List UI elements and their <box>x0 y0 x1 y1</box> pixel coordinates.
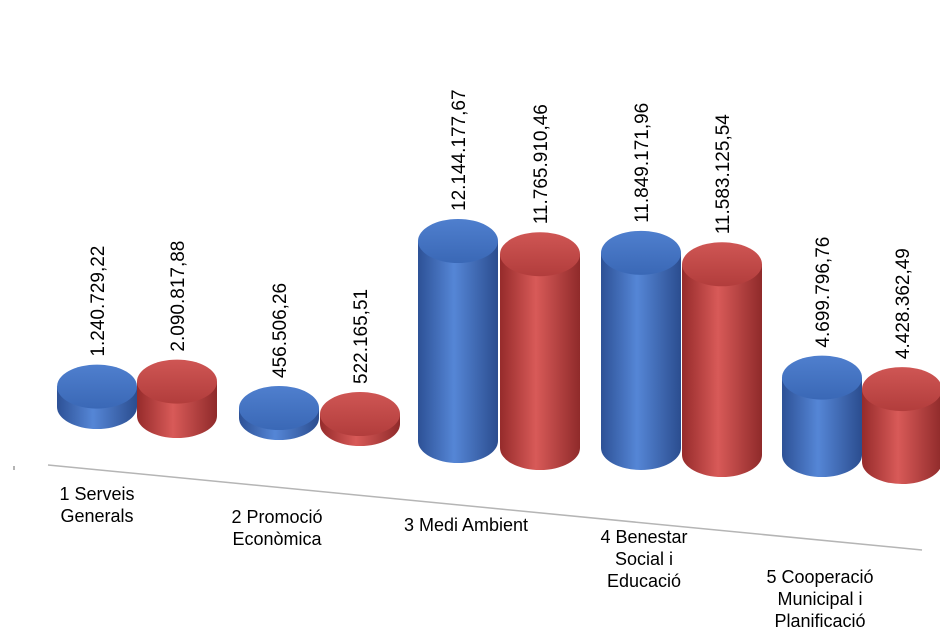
chart: 1.240.729,22 456.506,26 12.144.177,67 11.84… <box>13 89 940 551</box>
bar-s1-3-value-label: 12.144.177,67 <box>449 89 470 211</box>
bar-s2-1-value-label: 2.090.817,88 <box>168 241 189 352</box>
bar-s2-2-value-label: 522.165,51 <box>351 289 372 384</box>
bar-s1-5-body <box>782 377 862 477</box>
bar-s2-4: 11.583.125,54 <box>682 114 762 477</box>
bar-s2-3-top <box>500 232 580 277</box>
bar-s1-1-top <box>57 364 137 409</box>
bar-s2-5: 4.428.362,49 <box>862 248 940 484</box>
bar-s2-5-top <box>862 367 940 412</box>
bar-s2-1-top <box>137 359 217 404</box>
category-label-5: 5 Cooperació Municipal i Planificació <box>766 567 874 631</box>
bar-s1-5-value-label: 4.699.796,76 <box>813 237 834 348</box>
bar-s1-3: 12.144.177,67 <box>418 89 498 463</box>
bar-s1-1-value-label: 1.240.729,22 <box>88 246 109 357</box>
bar-s2-5-body <box>862 389 940 484</box>
category-label-2: 2 Promoció Econòmica <box>231 507 323 549</box>
bar-s1-5-top <box>782 355 862 400</box>
bar-s2-3: 11.765.910,46 <box>500 104 580 470</box>
bar-s1-3-top <box>418 219 498 263</box>
bar-s2-3-value-label: 11.765.910,46 <box>531 104 552 224</box>
bar-s1-2-top <box>239 386 319 430</box>
category-label-4: 4 Benestar Social i Educació <box>600 527 688 591</box>
bar-s2-3-body <box>500 254 580 470</box>
bar-s1-4-top <box>601 230 681 275</box>
bar-s1-2: 456.506,26 <box>239 283 319 440</box>
bar-s2-4-top <box>682 242 762 287</box>
x-axis-line <box>47 464 923 551</box>
bar-s2-1: 2.090.817,88 <box>137 241 217 438</box>
category-label-3: 3 Medi Ambient <box>403 515 529 535</box>
category-label-1: 1 Serveis Generals <box>59 484 135 526</box>
bar-s2-2: 522.165,51 <box>320 289 400 446</box>
bar-s2-2-top <box>320 392 400 436</box>
bar-s2-4-body <box>682 264 762 477</box>
bar-s1-3-body <box>418 241 498 463</box>
bar-s1-5: 4.699.796,76 <box>782 237 862 477</box>
bar-s1-4: 11.849.171,96 <box>601 103 681 470</box>
bar-s1-4-value-label: 11.849.171,96 <box>632 103 653 223</box>
bars-layer: 1.240.729,22 456.506,26 12.144.177,67 11.84… <box>57 89 940 484</box>
bar-s2-5-value-label: 4.428.362,49 <box>893 248 914 359</box>
bar-s2-4-value-label: 11.583.125,54 <box>713 114 734 235</box>
bar-s1-1: 1.240.729,22 <box>57 246 137 429</box>
bar-s1-2-value-label: 456.506,26 <box>270 283 291 378</box>
bar-s1-4-body <box>601 252 681 470</box>
